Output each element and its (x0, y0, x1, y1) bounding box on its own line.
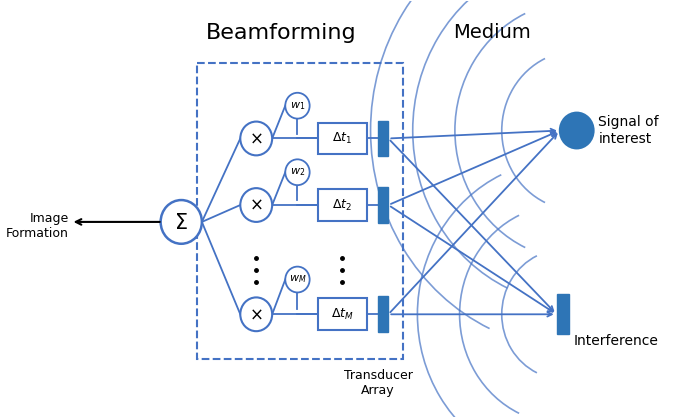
Text: Medium: Medium (454, 23, 531, 42)
Circle shape (285, 93, 310, 119)
Bar (556, 294, 569, 334)
Bar (378, 187, 389, 223)
Bar (197, 63, 403, 359)
Text: $w_2$: $w_2$ (290, 166, 305, 178)
Text: Image
Formation: Image Formation (6, 212, 69, 240)
Bar (378, 296, 389, 332)
Bar (318, 189, 367, 221)
Text: $w_1$: $w_1$ (290, 100, 305, 112)
Circle shape (285, 267, 310, 293)
Text: $\times$: $\times$ (250, 130, 263, 148)
Text: $w_M$: $w_M$ (289, 274, 306, 285)
Circle shape (285, 159, 310, 185)
Text: Interference: Interference (573, 334, 658, 348)
Text: $\Sigma$: $\Sigma$ (174, 213, 188, 233)
Bar (318, 298, 367, 330)
Circle shape (240, 298, 272, 331)
Circle shape (240, 188, 272, 222)
Text: $\times$: $\times$ (250, 305, 263, 323)
Text: $\Delta t_1$: $\Delta t_1$ (332, 131, 352, 146)
Text: $\Delta t_2$: $\Delta t_2$ (333, 197, 352, 213)
Circle shape (161, 200, 202, 244)
Circle shape (560, 112, 593, 148)
Text: Transducer
Array: Transducer Array (344, 369, 412, 397)
Text: $\times$: $\times$ (250, 196, 263, 214)
Circle shape (240, 122, 272, 155)
Text: Beamforming: Beamforming (206, 23, 357, 43)
Text: $\Delta t_M$: $\Delta t_M$ (331, 307, 354, 322)
Bar (378, 120, 389, 156)
Bar (318, 122, 367, 154)
Text: Signal of
interest: Signal of interest (598, 115, 659, 145)
